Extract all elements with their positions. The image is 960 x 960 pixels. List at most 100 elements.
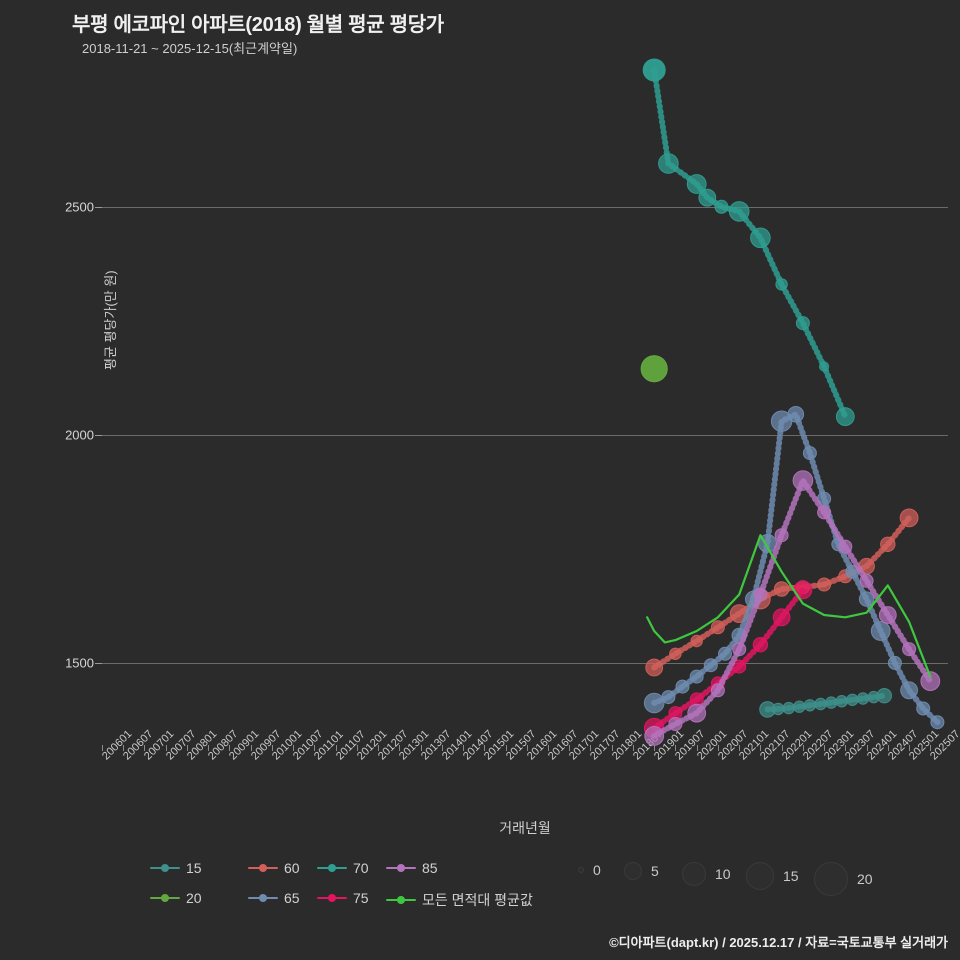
x-tick-mark bbox=[293, 745, 295, 751]
legend-label: 65 bbox=[284, 890, 300, 906]
data-point bbox=[846, 693, 859, 706]
y-tick-label: 1500 bbox=[65, 655, 94, 671]
x-tick-mark bbox=[866, 745, 868, 751]
data-point bbox=[876, 688, 892, 704]
series-70 bbox=[643, 59, 855, 427]
chart-plot-area: 1500 2000 2500 200601 200607 200701 200707 200… bbox=[65, 58, 960, 836]
series-layer bbox=[640, 58, 945, 746]
data-point bbox=[773, 581, 790, 597]
x-tick-mark bbox=[909, 745, 911, 751]
data-point bbox=[902, 642, 917, 657]
data-point bbox=[728, 201, 750, 222]
x-tick-mark bbox=[696, 745, 698, 751]
legend-item-모든 면적대 평균값[interactable]: 모든 면적대 평균값 bbox=[386, 890, 533, 910]
data-point bbox=[668, 717, 683, 731]
data-point bbox=[930, 715, 945, 730]
y-tick-label: 2000 bbox=[65, 427, 94, 443]
data-point bbox=[817, 505, 832, 520]
gridline bbox=[102, 206, 948, 208]
data-point bbox=[774, 528, 789, 543]
y-tick-label: 2500 bbox=[65, 199, 94, 215]
page-title: 부평 에코파인 아파트(2018) 월별 평균 평당가 bbox=[72, 14, 444, 36]
x-tick-mark bbox=[335, 745, 337, 751]
x-tick-mark bbox=[186, 745, 188, 751]
x-tick-mark bbox=[505, 745, 507, 751]
outlier-point bbox=[640, 355, 668, 383]
legend-swatch-icon bbox=[317, 892, 347, 904]
x-tick-mark bbox=[165, 745, 167, 751]
series-line bbox=[646, 534, 932, 678]
gridline bbox=[102, 434, 948, 436]
size-legend-item-20: 20 bbox=[814, 862, 873, 896]
data-point bbox=[835, 695, 848, 708]
data-point bbox=[899, 508, 919, 528]
data-point bbox=[900, 681, 918, 700]
data-point bbox=[817, 577, 832, 592]
size-bubble-icon bbox=[682, 862, 706, 886]
legend-item-75[interactable]: 75 bbox=[317, 890, 369, 906]
size-bubble-icon bbox=[578, 867, 584, 873]
data-point bbox=[859, 573, 874, 588]
x-tick-mark bbox=[569, 745, 571, 751]
size-legend-item-0: 0 bbox=[578, 862, 601, 878]
page-subtitle: 2018-11-21 ~ 2025-12-15(최근계약일) bbox=[82, 41, 298, 56]
legend-item-65[interactable]: 65 bbox=[248, 890, 300, 906]
legend-label: 모든 면적대 평균값 bbox=[422, 892, 533, 908]
data-point bbox=[703, 658, 718, 673]
x-tick-mark bbox=[441, 745, 443, 751]
legend-swatch-icon bbox=[150, 862, 180, 874]
legend-item-70[interactable]: 70 bbox=[317, 860, 369, 876]
x-tick-mark bbox=[590, 745, 592, 751]
x-tick-mark bbox=[271, 745, 273, 751]
data-point bbox=[644, 726, 665, 746]
data-point bbox=[675, 679, 690, 694]
data-point bbox=[690, 634, 703, 648]
x-tick-mark bbox=[632, 745, 634, 751]
data-point bbox=[787, 406, 805, 423]
outlier-point bbox=[642, 58, 666, 82]
data-point bbox=[916, 701, 931, 716]
legend-label: 85 bbox=[422, 860, 438, 876]
data-point bbox=[802, 446, 817, 461]
data-point bbox=[793, 700, 806, 713]
series-모든 면적대 평균값 bbox=[646, 534, 932, 678]
legend-swatch-icon bbox=[248, 892, 278, 904]
legend-item-60[interactable]: 60 bbox=[248, 860, 300, 876]
data-point bbox=[835, 407, 855, 427]
legend-item-20[interactable]: 20 bbox=[150, 890, 202, 906]
y-tick-mark bbox=[95, 206, 102, 208]
x-tick-mark bbox=[760, 745, 762, 751]
legend: 15 60 70 85 20 65 75 모든 면적대 평균값 bbox=[0, 860, 960, 918]
x-tick-mark bbox=[654, 745, 656, 751]
data-point bbox=[878, 606, 897, 624]
data-point bbox=[710, 683, 725, 698]
data-point bbox=[669, 647, 682, 660]
size-legend-label: 5 bbox=[651, 863, 659, 879]
series-15 bbox=[759, 688, 892, 718]
size-bubble-icon bbox=[624, 862, 642, 880]
x-tick-mark bbox=[484, 745, 486, 751]
x-axis-title: 거래년월 bbox=[499, 820, 551, 836]
series-75 bbox=[643, 580, 813, 739]
data-point bbox=[750, 227, 771, 249]
data-point bbox=[710, 620, 725, 635]
size-bubble-icon bbox=[814, 862, 848, 896]
series-connector bbox=[651, 67, 849, 420]
legend-item-85[interactable]: 85 bbox=[386, 860, 438, 876]
data-point bbox=[838, 539, 853, 554]
data-point bbox=[887, 655, 902, 670]
x-tick-mark bbox=[930, 745, 932, 751]
series-65 bbox=[643, 406, 945, 730]
legend-label: 60 bbox=[284, 860, 300, 876]
data-point bbox=[661, 690, 676, 705]
x-tick-mark bbox=[356, 745, 358, 751]
x-tick-mark bbox=[102, 745, 103, 751]
data-point bbox=[814, 697, 827, 711]
x-tick-mark bbox=[463, 745, 465, 751]
data-point bbox=[792, 470, 814, 491]
x-tick-mark bbox=[399, 745, 401, 751]
legend-swatch-icon bbox=[386, 894, 416, 906]
legend-item-15[interactable]: 15 bbox=[150, 860, 202, 876]
size-legend-label: 0 bbox=[593, 862, 601, 878]
legend-swatch-icon bbox=[248, 862, 278, 874]
